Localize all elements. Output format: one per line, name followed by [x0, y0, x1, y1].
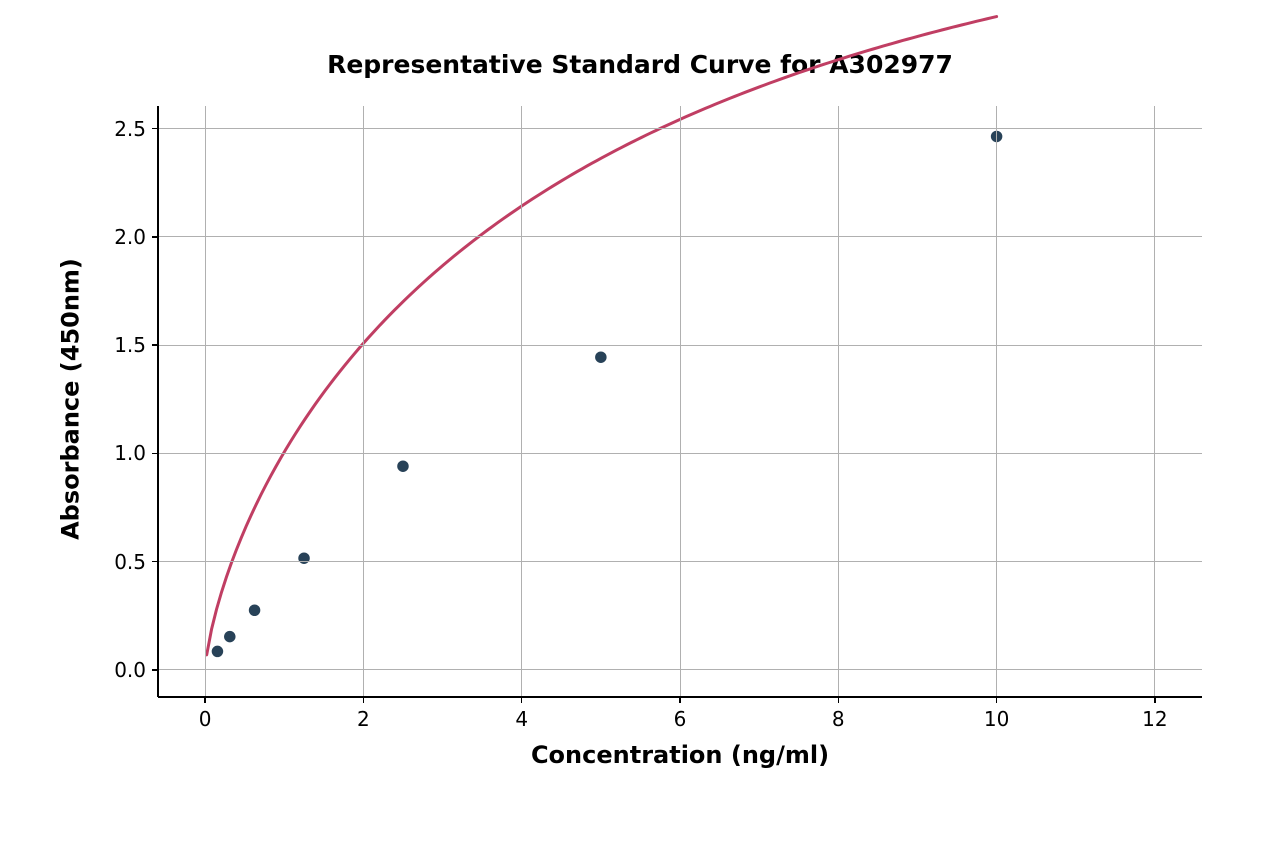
data-point	[298, 552, 310, 564]
spine-left	[157, 106, 159, 697]
y-tick	[152, 669, 158, 671]
x-tick	[838, 697, 840, 703]
y-tick	[152, 561, 158, 563]
chart-title: Representative Standard Curve for A30297…	[0, 50, 1280, 79]
data-point	[595, 351, 607, 363]
x-tick	[996, 697, 998, 703]
plot-area	[158, 106, 1202, 697]
y-tick	[152, 128, 158, 130]
x-tick-label: 2	[333, 707, 393, 731]
grid-line-vertical	[521, 106, 522, 697]
y-tick-label: 0.0	[86, 658, 146, 682]
grid-line-vertical	[680, 106, 681, 697]
y-tick-label: 0.5	[86, 550, 146, 574]
x-axis-label: Concentration (ng/ml)	[158, 741, 1202, 769]
x-tick	[521, 697, 523, 703]
data-point	[248, 604, 260, 616]
grid-line-vertical	[996, 106, 997, 697]
grid-line-horizontal	[158, 128, 1202, 129]
data-point	[224, 630, 236, 642]
grid-line-vertical	[205, 106, 206, 697]
x-tick	[1154, 697, 1156, 703]
y-tick	[152, 236, 158, 238]
x-tick-label: 6	[650, 707, 710, 731]
y-tick-label: 2.5	[86, 117, 146, 141]
grid-line-horizontal	[158, 561, 1202, 562]
y-tick-label: 1.5	[86, 333, 146, 357]
y-tick-label: 1.0	[86, 441, 146, 465]
grid-line-horizontal	[158, 345, 1202, 346]
data-point	[211, 645, 223, 657]
x-tick	[363, 697, 365, 703]
x-tick-label: 0	[175, 707, 235, 731]
x-tick-label: 10	[967, 707, 1027, 731]
y-tick-label: 2.0	[86, 225, 146, 249]
data-point	[397, 460, 409, 472]
y-tick	[152, 453, 158, 455]
x-tick-label: 4	[492, 707, 552, 731]
grid-line-vertical	[1154, 106, 1155, 697]
x-tick	[679, 697, 681, 703]
fit-curve	[207, 17, 997, 655]
grid-line-vertical	[363, 106, 364, 697]
x-tick-label: 8	[808, 707, 868, 731]
x-tick	[204, 697, 206, 703]
y-tick	[152, 344, 158, 346]
grid-line-horizontal	[158, 453, 1202, 454]
figure: Representative Standard Curve for A30297…	[0, 0, 1280, 845]
y-axis-label: Absorbance (450nm)	[56, 103, 84, 694]
x-tick-label: 12	[1125, 707, 1185, 731]
grid-line-vertical	[838, 106, 839, 697]
grid-line-horizontal	[158, 236, 1202, 237]
grid-line-horizontal	[158, 669, 1202, 670]
